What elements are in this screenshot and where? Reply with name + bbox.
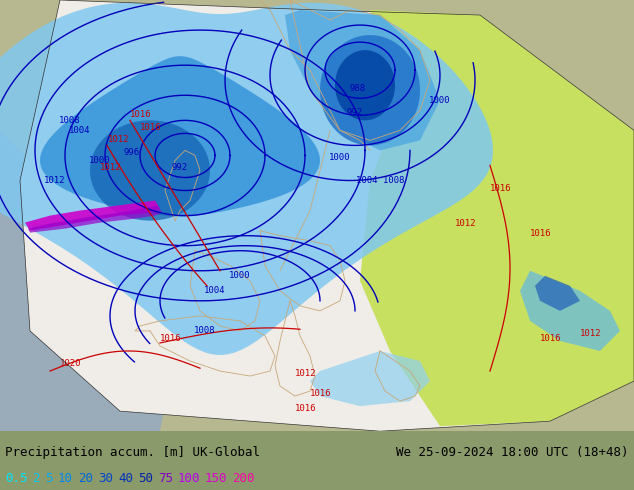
Polygon shape	[285, 10, 440, 150]
Text: 1004: 1004	[204, 286, 226, 295]
Text: 1016: 1016	[310, 389, 332, 398]
Text: 1016: 1016	[540, 334, 562, 343]
Text: 996: 996	[124, 148, 140, 157]
Text: 1000: 1000	[89, 156, 111, 165]
Polygon shape	[28, 206, 162, 233]
Text: 40: 40	[118, 472, 133, 485]
Polygon shape	[520, 271, 620, 351]
Text: 1000: 1000	[429, 96, 451, 105]
Text: 200: 200	[232, 472, 254, 485]
Polygon shape	[40, 56, 320, 217]
Text: 10: 10	[58, 472, 73, 485]
Text: 0.5: 0.5	[5, 472, 27, 485]
Text: 1016: 1016	[130, 110, 152, 120]
Text: 1016: 1016	[140, 123, 162, 132]
Text: 1016: 1016	[530, 229, 552, 238]
Text: 1008: 1008	[194, 326, 216, 336]
Text: 992: 992	[347, 108, 363, 117]
Text: 1000: 1000	[230, 271, 251, 280]
Text: 1012: 1012	[295, 369, 316, 378]
Polygon shape	[335, 50, 395, 121]
Text: 1016: 1016	[490, 184, 512, 193]
Text: 1016: 1016	[160, 334, 181, 343]
Text: 150: 150	[205, 472, 228, 485]
Text: 1012: 1012	[580, 329, 602, 338]
Text: 1004 1008: 1004 1008	[356, 176, 404, 185]
Polygon shape	[90, 121, 210, 220]
Text: 100: 100	[178, 472, 200, 485]
Text: 1008: 1008	[59, 116, 81, 125]
Text: 1012: 1012	[44, 176, 66, 185]
Text: 50: 50	[138, 472, 153, 485]
Text: 1012: 1012	[100, 164, 122, 172]
Text: 1020: 1020	[60, 359, 82, 368]
Polygon shape	[25, 200, 160, 231]
Text: 1000: 1000	[329, 153, 351, 163]
Polygon shape	[320, 35, 420, 146]
Text: 75: 75	[158, 472, 173, 485]
Text: 1016: 1016	[295, 404, 316, 413]
Text: 1004: 1004	[69, 126, 91, 135]
Polygon shape	[20, 0, 634, 431]
Text: 988: 988	[350, 84, 366, 93]
Text: 1012: 1012	[108, 135, 129, 145]
Text: 5: 5	[45, 472, 53, 485]
Text: 30: 30	[98, 472, 113, 485]
Text: 992: 992	[172, 163, 188, 172]
Text: 2: 2	[32, 472, 39, 485]
Text: 1012: 1012	[455, 219, 477, 228]
Text: 20: 20	[78, 472, 93, 485]
Text: We 25-09-2024 18:00 UTC (18+48): We 25-09-2024 18:00 UTC (18+48)	[396, 446, 629, 459]
Text: Precipitation accum. [m] UK-Global: Precipitation accum. [m] UK-Global	[5, 446, 260, 459]
Polygon shape	[310, 351, 430, 406]
Polygon shape	[0, 0, 634, 431]
Polygon shape	[360, 10, 634, 426]
Polygon shape	[0, 3, 493, 355]
Polygon shape	[0, 130, 180, 431]
Polygon shape	[535, 276, 580, 311]
